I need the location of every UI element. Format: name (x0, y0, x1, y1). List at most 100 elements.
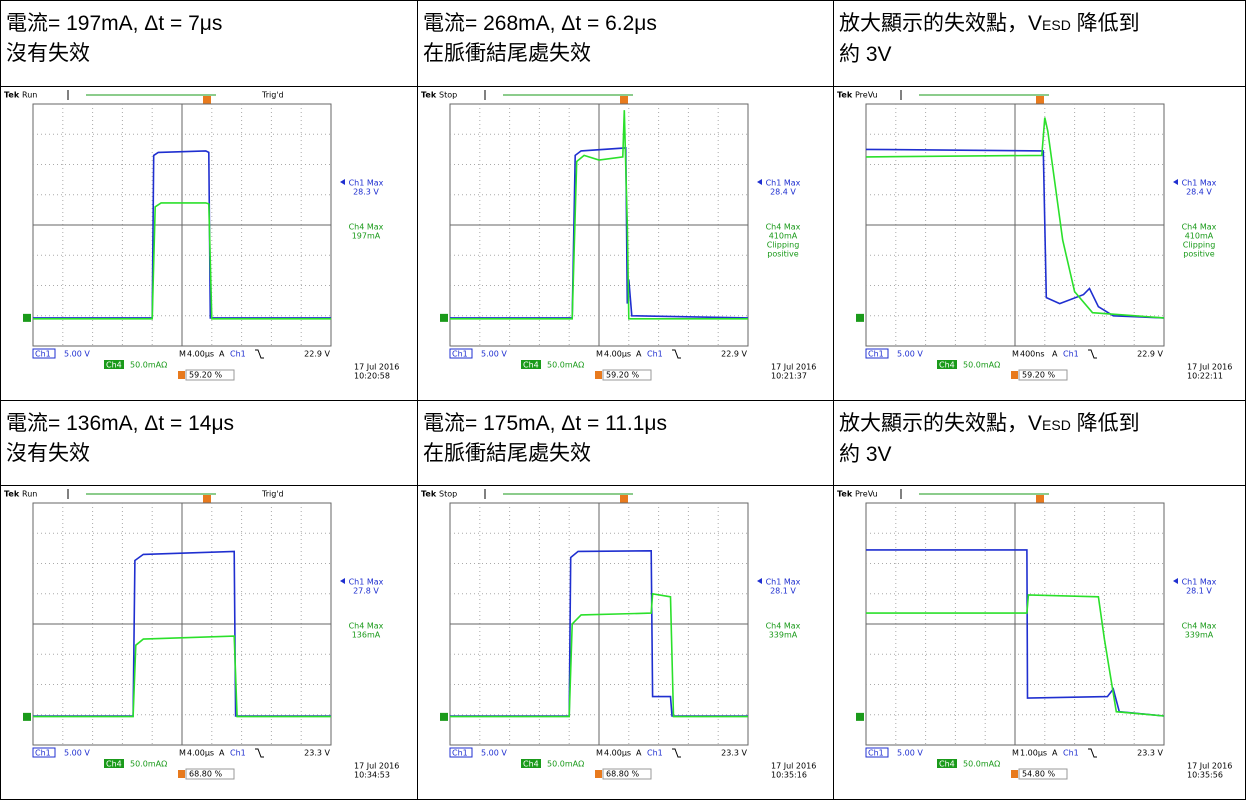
ch4-max-label: Ch4 Max (349, 223, 384, 232)
caption-text: 在脈衝結尾處失效 (423, 42, 591, 65)
ch1-label: Ch1 (452, 749, 468, 758)
trigger-marker (1036, 495, 1044, 503)
m-label: M (596, 350, 603, 359)
caption-text: 電流= 268mA, Δt = 6.2μs (423, 12, 657, 35)
ch1-max-value: 28.1 V (1186, 587, 1212, 596)
edge-symbol (1088, 749, 1097, 757)
a-label: A (636, 749, 642, 758)
caption-cell: 放大顯示的失效點，VESD 降低到約 3V (833, 400, 1246, 486)
caption-text: 電流= 136mA, Δt = 14μs (6, 412, 234, 435)
trigger-level: 23.3 V (721, 749, 747, 758)
date: 17 Jul 2016 (354, 762, 399, 771)
level-arrow (1173, 179, 1178, 185)
oscilloscope-screen: TekPreVuCh1 Max28.4 VCh4 Max410mAClippin… (837, 90, 1245, 396)
timebase: 4.00μs (604, 749, 631, 758)
m-label: M (1012, 749, 1019, 758)
ground-marker (856, 314, 864, 322)
ch1-label: Ch1 (452, 350, 468, 359)
time: 10:21:37 (771, 372, 807, 381)
caption-line: 約 3V (839, 40, 1245, 70)
trigger-state: Trig'd (261, 490, 284, 499)
timebase: 1.00μs (1020, 749, 1047, 758)
ch1-max-label: Ch1 Max (766, 179, 801, 188)
trigger-pos-icon (178, 770, 185, 778)
ground-marker (856, 713, 864, 721)
m-label: M (1012, 350, 1019, 359)
ch1-scale: 5.00 V (64, 350, 90, 359)
caption-text: 電流= 197mA, Δt = 7μs (6, 12, 222, 35)
mode: Stop (439, 91, 457, 100)
trigger-position: 68.80 % (606, 770, 639, 779)
ch4-max-value: 410mA (769, 232, 798, 241)
mode: PreVu (855, 490, 878, 499)
ch4-label: Ch4 (106, 361, 122, 370)
time: 10:35:56 (1187, 771, 1223, 780)
ch4-label: Ch4 (106, 760, 122, 769)
ch4-scale: 50.0mAΩ (547, 760, 584, 769)
brand: Tek (837, 490, 853, 499)
caption-text: 約 3V (839, 443, 892, 466)
caption-text: 約 3V (839, 43, 892, 66)
ground-marker (440, 314, 448, 322)
ch4-max-label: Ch4 Max (1182, 622, 1217, 631)
ch4-max-value: 339mA (1185, 631, 1214, 640)
time: 10:35:16 (771, 771, 807, 780)
ch4-max-label: Ch4 Max (766, 223, 801, 232)
ch4-max-value: Clipping (1183, 241, 1216, 250)
edge-symbol (255, 350, 264, 358)
trigger-pos-icon (1011, 770, 1018, 778)
caption-line: 在脈衝結尾處失效 (423, 39, 833, 69)
trigger-position: 59.20 % (606, 371, 639, 380)
caption-line: 沒有失效 (6, 439, 417, 469)
ch4-label: Ch4 (523, 760, 539, 769)
ch4-max-value: positive (767, 250, 798, 259)
ch4-max-value: Clipping (767, 241, 800, 250)
caption-text: 降低到 (1071, 12, 1140, 35)
a-label: A (1052, 749, 1058, 758)
ch4-scale: 50.0mAΩ (963, 361, 1000, 370)
level-arrow (1173, 578, 1178, 584)
oscilloscope-screen: TekPreVu Ch1 Max28.1 V Ch4 Max339mA Ch1 5.00… (837, 489, 1245, 795)
figure-table: 電流= 197mA, Δt = 7μs沒有失效TekRunTrig'dCh1 M… (0, 0, 1246, 800)
caption-cell: 電流= 136mA, Δt = 14μs 沒有失效 (0, 400, 418, 486)
brand: Tek (4, 91, 20, 100)
ch1-label: Ch1 (35, 350, 51, 359)
scope-cell: TekPreVuCh1 Max28.4 VCh4 Max410mAClippin… (833, 86, 1246, 401)
date: 17 Jul 2016 (354, 363, 399, 372)
m-label: M (179, 749, 186, 758)
time: 10:34:53 (354, 771, 390, 780)
trigger-marker (620, 96, 628, 104)
trigger-pos-icon (595, 770, 602, 778)
time: 10:22:11 (1187, 372, 1223, 381)
caption-text: 電流= 175mA, Δt = 11.1μs (423, 412, 667, 435)
timebase: 400ns (1020, 350, 1045, 359)
trig-channel: Ch1 (647, 350, 663, 359)
brand: Tek (421, 91, 437, 100)
ch1-max-value: 28.1 V (770, 587, 796, 596)
ch1-scale: 5.00 V (897, 749, 923, 758)
trigger-level: 23.3 V (1137, 749, 1163, 758)
caption-line: 電流= 175mA, Δt = 11.1μs (423, 409, 833, 439)
timebase: 4.00μs (604, 350, 631, 359)
caption-text: 沒有失效 (6, 442, 90, 465)
trigger-position: 59.20 % (189, 371, 222, 380)
brand: Tek (421, 490, 437, 499)
level-arrow (757, 578, 762, 584)
trigger-pos-icon (595, 371, 602, 379)
ch4-max-value: 339mA (769, 631, 798, 640)
trigger-level: 22.9 V (721, 350, 747, 359)
caption-text: 放大顯示的失效點，V (839, 12, 1042, 35)
oscilloscope-screen: TekStopCh1 Max28.4 VCh4 Max410mAClipping… (421, 90, 829, 396)
level-arrow (340, 578, 345, 584)
date: 17 Jul 2016 (771, 363, 816, 372)
ch1-label: Ch1 (868, 749, 884, 758)
ch1-max-label: Ch1 Max (1182, 578, 1217, 587)
caption-subscript: ESD (1042, 17, 1071, 33)
trig-channel: Ch1 (1063, 749, 1079, 758)
caption-line: 約 3V (839, 440, 1245, 470)
